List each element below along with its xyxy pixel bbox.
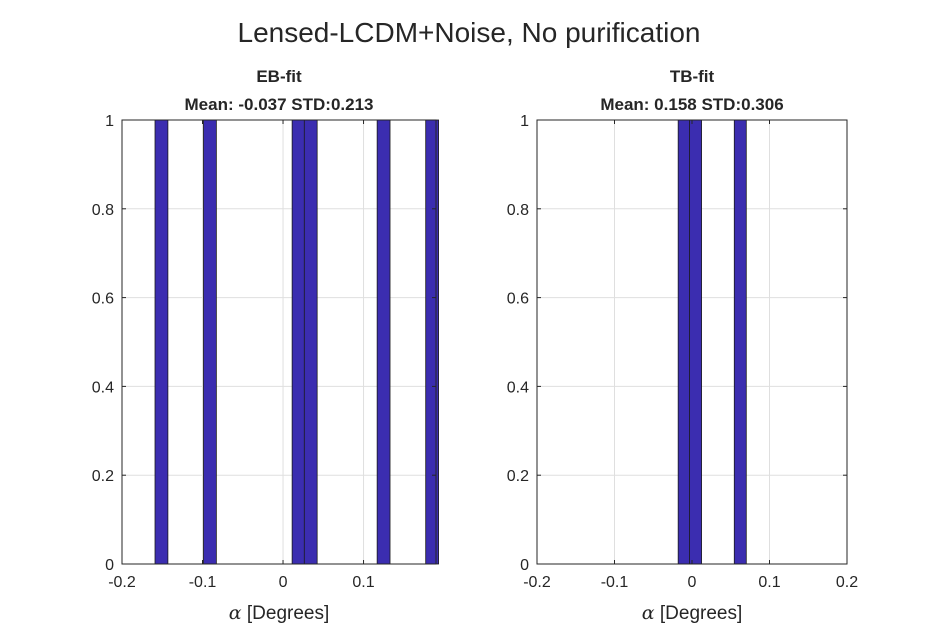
tb-fit-histogram-bar (733, 119, 747, 565)
eb-fit-axes-box (121, 119, 437, 565)
eb-fit-x-tick-label: -0.2 (108, 574, 136, 591)
eb-fit-title-line1: EB-fit (256, 67, 302, 86)
eb-fit-panel: EB-fit Mean: -0.037 STD:0.213 -0.2 -0.1 0 0… (92, 67, 439, 624)
tb-fit-y-tick-label: 0.6 (507, 291, 529, 308)
eb-fit-y-tick-label: 0.4 (92, 379, 114, 396)
tb-fit-histogram-bar (689, 119, 702, 565)
eb-fit-x-tick-label: 0.1 (352, 574, 374, 591)
tb-fit-xlabel: α [Degrees] (642, 602, 743, 624)
eb-fit-xlabel: α [Degrees] (229, 602, 330, 624)
eb-fit-histogram-bar (154, 119, 169, 565)
figure-title: Lensed-LCDM+Noise, No purification (238, 17, 701, 48)
tb-fit-panel: TB-fit Mean: 0.158 STD:0.306 -0.2 -0.1 0 0.… (507, 67, 858, 624)
tb-fit-y-tick-label: 0 (520, 557, 529, 574)
tb-fit-x-tick-label: 0.1 (758, 574, 780, 591)
tb-fit-title-line2: Mean: 0.158 STD:0.306 (600, 95, 783, 114)
tb-fit-y-tick-label: 0.2 (507, 468, 529, 485)
eb-fit-histogram-bar (203, 119, 217, 565)
eb-fit-y-tick-label: 0.8 (92, 202, 114, 219)
tb-fit-title-line1: TB-fit (670, 67, 715, 86)
tb-fit-x-tick-label: 0 (688, 574, 697, 591)
eb-fit-y-tick-label: 0 (105, 557, 114, 574)
eb-fit-histogram-bar (376, 119, 391, 565)
eb-fit-x-tick-label: 0 (279, 574, 288, 591)
tb-fit-y-tick-label: 0.4 (507, 379, 529, 396)
tb-fit-x-tick-label: 0.2 (836, 574, 858, 591)
tb-fit-x-tick-label: -0.1 (601, 574, 629, 591)
eb-fit-title-line2: Mean: -0.037 STD:0.213 (185, 95, 374, 114)
eb-fit-x-tick-label: -0.1 (189, 574, 217, 591)
eb-fit-y-tick-label: 0.6 (92, 291, 114, 308)
eb-fit-y-tick-label: 0.2 (92, 468, 114, 485)
eb-fit-histogram-bar (425, 119, 439, 565)
eb-fit-plot-area: -0.2 -0.1 0 0.1 0 0.2 0.4 0.6 0.8 1 (92, 113, 439, 591)
tb-fit-y-tick-label: 0.8 (507, 202, 529, 219)
eb-fit-histogram-bar (303, 119, 318, 565)
eb-fit-y-tick-label: 1 (105, 113, 114, 130)
tb-fit-y-tick-label: 1 (520, 113, 529, 130)
tb-fit-x-tick-label: -0.2 (523, 574, 551, 591)
tb-fit-histogram-bar (677, 119, 691, 565)
tb-fit-plot-area: -0.2 -0.1 0 0.1 0.2 0 0.2 0.4 0.6 0.8 1 (507, 113, 858, 591)
eb-fit-histogram-bar (291, 119, 306, 565)
